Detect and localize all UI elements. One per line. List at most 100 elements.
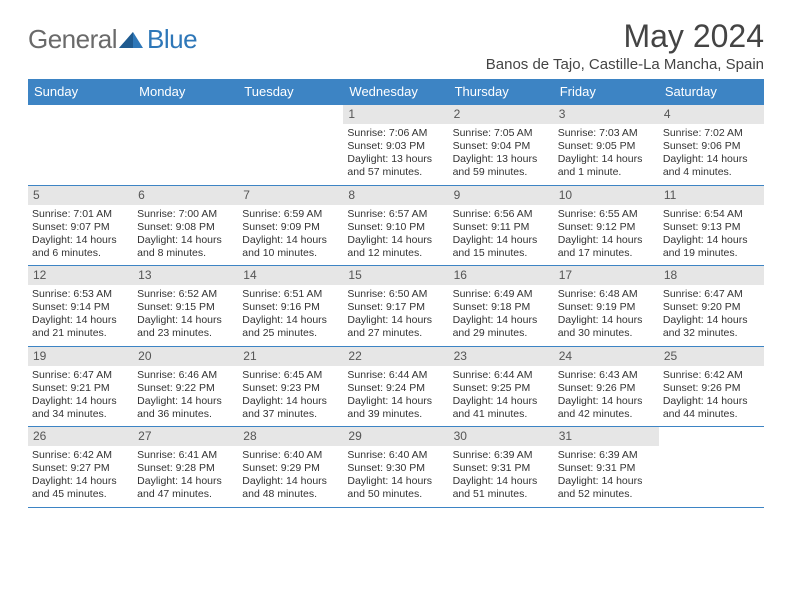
day-cell [133, 105, 238, 185]
day-detail: Daylight: 14 hours [137, 314, 234, 327]
day-cell [238, 105, 343, 185]
day-detail: Daylight: 14 hours [558, 395, 655, 408]
day-number: 20 [133, 347, 238, 366]
day-detail: Sunrise: 6:40 AM [347, 449, 444, 462]
day-detail: Sunrise: 6:46 AM [137, 369, 234, 382]
day-detail: and 47 minutes. [137, 488, 234, 501]
day-detail: and 41 minutes. [453, 408, 550, 421]
day-header: Monday [133, 79, 238, 104]
day-cell: 9Sunrise: 6:56 AMSunset: 9:11 PMDaylight… [449, 186, 554, 266]
day-detail: and 1 minute. [558, 166, 655, 179]
day-cell: 30Sunrise: 6:39 AMSunset: 9:31 PMDayligh… [449, 427, 554, 507]
day-cell: 4Sunrise: 7:02 AMSunset: 9:06 PMDaylight… [659, 105, 764, 185]
logo-text-1: General [28, 24, 117, 55]
day-detail: Sunset: 9:29 PM [242, 462, 339, 475]
day-detail: Sunset: 9:15 PM [137, 301, 234, 314]
day-detail: and 34 minutes. [32, 408, 129, 421]
day-detail: Sunset: 9:08 PM [137, 221, 234, 234]
day-number: 24 [554, 347, 659, 366]
day-detail: Sunrise: 6:42 AM [32, 449, 129, 462]
day-detail: Sunrise: 6:51 AM [242, 288, 339, 301]
day-detail: and 19 minutes. [663, 247, 760, 260]
day-cell: 19Sunrise: 6:47 AMSunset: 9:21 PMDayligh… [28, 347, 133, 427]
day-detail: Sunrise: 7:02 AM [663, 127, 760, 140]
day-detail: Sunrise: 6:40 AM [242, 449, 339, 462]
day-detail: Daylight: 14 hours [32, 314, 129, 327]
day-detail: Sunrise: 6:47 AM [32, 369, 129, 382]
day-detail: Sunset: 9:14 PM [32, 301, 129, 314]
logo-text-2: Blue [147, 28, 197, 51]
day-detail: Daylight: 13 hours [453, 153, 550, 166]
day-detail: Daylight: 14 hours [663, 234, 760, 247]
week-row: 19Sunrise: 6:47 AMSunset: 9:21 PMDayligh… [28, 346, 764, 427]
day-detail: Sunset: 9:17 PM [347, 301, 444, 314]
day-detail: Sunset: 9:09 PM [242, 221, 339, 234]
day-detail: Sunrise: 6:45 AM [242, 369, 339, 382]
day-header: Saturday [659, 79, 764, 104]
day-cell: 16Sunrise: 6:49 AMSunset: 9:18 PMDayligh… [449, 266, 554, 346]
day-detail: and 50 minutes. [347, 488, 444, 501]
day-number: 29 [343, 427, 448, 446]
day-detail: Daylight: 14 hours [32, 395, 129, 408]
day-detail: Sunset: 9:25 PM [453, 382, 550, 395]
day-detail: Sunset: 9:10 PM [347, 221, 444, 234]
day-detail: Sunrise: 6:48 AM [558, 288, 655, 301]
day-detail: Sunrise: 6:53 AM [32, 288, 129, 301]
day-detail: and 48 minutes. [242, 488, 339, 501]
day-detail: and 8 minutes. [137, 247, 234, 260]
logo-triangle-icon [119, 30, 145, 50]
day-cell: 23Sunrise: 6:44 AMSunset: 9:25 PMDayligh… [449, 347, 554, 427]
day-detail: Daylight: 14 hours [663, 395, 760, 408]
day-detail: Sunset: 9:27 PM [32, 462, 129, 475]
day-detail: Daylight: 14 hours [242, 234, 339, 247]
day-detail: Sunset: 9:18 PM [453, 301, 550, 314]
day-detail: Sunrise: 6:49 AM [453, 288, 550, 301]
day-cell: 1Sunrise: 7:06 AMSunset: 9:03 PMDaylight… [343, 105, 448, 185]
day-detail: Sunset: 9:20 PM [663, 301, 760, 314]
day-detail: Daylight: 14 hours [347, 475, 444, 488]
day-detail: Sunrise: 6:55 AM [558, 208, 655, 221]
day-detail: and 10 minutes. [242, 247, 339, 260]
day-cell: 26Sunrise: 6:42 AMSunset: 9:27 PMDayligh… [28, 427, 133, 507]
day-number: 19 [28, 347, 133, 366]
day-cell: 8Sunrise: 6:57 AMSunset: 9:10 PMDaylight… [343, 186, 448, 266]
day-detail: and 52 minutes. [558, 488, 655, 501]
day-detail: Daylight: 14 hours [242, 475, 339, 488]
calendar-page: General Blue May 2024 Banos de Tajo, Cas… [0, 0, 792, 518]
day-detail: and 21 minutes. [32, 327, 129, 340]
day-cell: 6Sunrise: 7:00 AMSunset: 9:08 PMDaylight… [133, 186, 238, 266]
week-row: 5Sunrise: 7:01 AMSunset: 9:07 PMDaylight… [28, 185, 764, 266]
day-detail: and 36 minutes. [137, 408, 234, 421]
calendar-grid: Sunday Monday Tuesday Wednesday Thursday… [28, 79, 764, 508]
day-cell: 14Sunrise: 6:51 AMSunset: 9:16 PMDayligh… [238, 266, 343, 346]
day-detail: Sunset: 9:31 PM [558, 462, 655, 475]
day-header: Thursday [449, 79, 554, 104]
day-detail: and 29 minutes. [453, 327, 550, 340]
day-cell: 22Sunrise: 6:44 AMSunset: 9:24 PMDayligh… [343, 347, 448, 427]
day-detail: and 45 minutes. [32, 488, 129, 501]
day-detail: and 23 minutes. [137, 327, 234, 340]
day-detail: Sunrise: 7:00 AM [137, 208, 234, 221]
day-detail: Sunset: 9:31 PM [453, 462, 550, 475]
day-detail: and 44 minutes. [663, 408, 760, 421]
day-number: 3 [554, 105, 659, 124]
day-cell: 28Sunrise: 6:40 AMSunset: 9:29 PMDayligh… [238, 427, 343, 507]
day-header: Wednesday [343, 79, 448, 104]
day-detail: Sunset: 9:22 PM [137, 382, 234, 395]
day-header: Tuesday [238, 79, 343, 104]
day-detail: Daylight: 14 hours [558, 153, 655, 166]
day-detail: Sunset: 9:24 PM [347, 382, 444, 395]
day-detail: Sunrise: 6:39 AM [558, 449, 655, 462]
day-detail: and 25 minutes. [242, 327, 339, 340]
logo: General Blue [28, 24, 197, 55]
day-detail: Sunset: 9:12 PM [558, 221, 655, 234]
day-detail: and 12 minutes. [347, 247, 444, 260]
day-number: 31 [554, 427, 659, 446]
day-cell: 3Sunrise: 7:03 AMSunset: 9:05 PMDaylight… [554, 105, 659, 185]
day-detail: Sunset: 9:19 PM [558, 301, 655, 314]
day-detail: Sunset: 9:07 PM [32, 221, 129, 234]
day-cell [28, 105, 133, 185]
day-detail: Sunrise: 7:01 AM [32, 208, 129, 221]
day-number: 15 [343, 266, 448, 285]
day-number: 9 [449, 186, 554, 205]
